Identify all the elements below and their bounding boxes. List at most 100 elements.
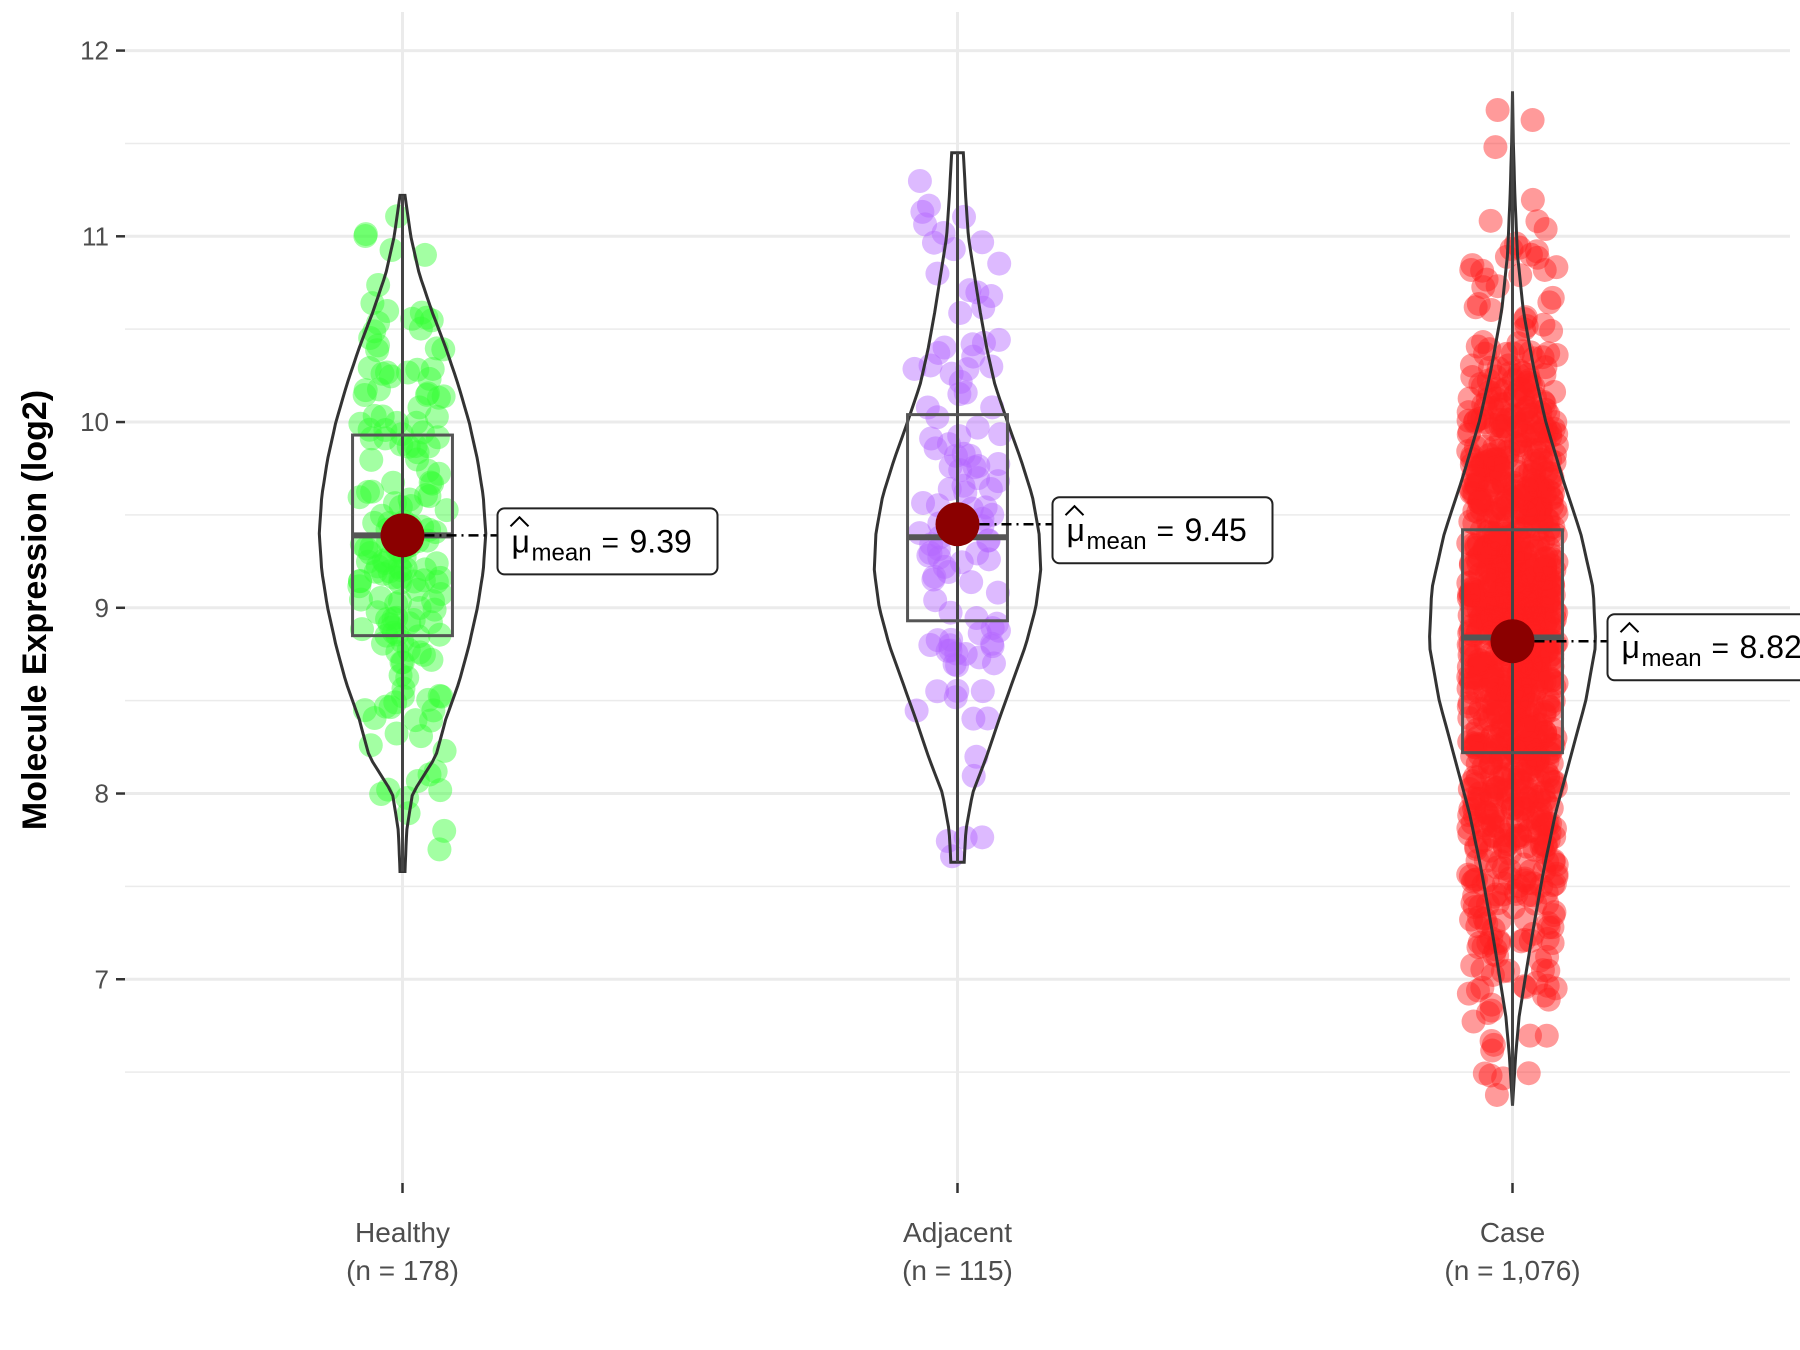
data-point — [984, 611, 1009, 636]
data-point — [1481, 917, 1506, 942]
data-point — [1511, 683, 1536, 708]
data-point — [1482, 521, 1507, 546]
data-point — [1513, 463, 1538, 488]
data-point — [1468, 606, 1493, 631]
data-point — [1518, 859, 1543, 884]
data-point — [1515, 501, 1540, 526]
data-point — [387, 555, 412, 580]
data-point — [1502, 383, 1527, 408]
data-point — [1515, 549, 1540, 574]
data-point — [1518, 583, 1543, 608]
hat-icon — [509, 515, 530, 528]
data-point — [1541, 609, 1566, 634]
data-point — [1534, 419, 1559, 444]
data-point — [1488, 596, 1513, 621]
data-point — [366, 377, 391, 402]
data-point — [348, 569, 373, 594]
data-point — [1485, 538, 1510, 563]
data-point — [1539, 616, 1564, 641]
data-point — [1530, 571, 1555, 596]
data-point — [1541, 473, 1566, 498]
data-point — [949, 550, 974, 575]
data-point — [1471, 330, 1496, 355]
data-point — [1529, 642, 1554, 667]
data-point — [1532, 482, 1557, 507]
data-point — [1531, 476, 1556, 501]
data-point — [1477, 540, 1502, 565]
data-point — [1534, 760, 1559, 785]
data-point — [931, 220, 956, 245]
data-point — [1513, 567, 1538, 592]
data-point — [1524, 656, 1549, 681]
data-point — [414, 483, 439, 508]
data-point — [1473, 678, 1498, 703]
data-point — [371, 548, 396, 573]
data-point — [357, 356, 382, 381]
data-point — [1533, 397, 1558, 422]
data-point — [1470, 451, 1495, 476]
data-point — [1525, 748, 1550, 773]
data-point — [1544, 861, 1569, 886]
mean-value: 9.39 — [630, 523, 692, 559]
data-point — [1504, 881, 1529, 906]
data-point — [1479, 784, 1504, 809]
group-healthy: μ mean = 9.39 — [317, 193, 719, 873]
data-point — [1533, 355, 1558, 380]
data-point — [1518, 603, 1543, 628]
data-point — [965, 415, 990, 440]
data-point — [1480, 604, 1505, 629]
data-point — [1487, 532, 1512, 557]
data-point — [1478, 447, 1503, 472]
data-point — [1474, 651, 1499, 676]
data-point — [1522, 742, 1547, 767]
violin-outline — [317, 193, 488, 873]
data-point — [1517, 731, 1542, 756]
data-point — [1532, 699, 1557, 724]
data-point — [1467, 905, 1492, 930]
data-point — [1485, 586, 1510, 611]
data-point — [964, 744, 989, 769]
data-point — [1513, 515, 1538, 540]
data-point — [1528, 477, 1553, 502]
data-point — [1496, 779, 1521, 804]
data-point — [1527, 787, 1552, 812]
data-point — [981, 651, 1006, 676]
data-point — [1541, 903, 1566, 928]
data-point — [1539, 574, 1564, 599]
data-point — [1514, 485, 1539, 510]
data-point — [417, 366, 442, 391]
data-point — [1508, 429, 1533, 454]
data-point — [1479, 298, 1504, 323]
data-point — [1467, 830, 1492, 855]
data-point — [1489, 732, 1514, 757]
data-point — [1483, 447, 1508, 472]
data-point — [1481, 454, 1506, 479]
data-point — [1479, 926, 1504, 951]
data-point — [1538, 419, 1563, 444]
data-point — [1525, 588, 1550, 613]
data-point — [1475, 801, 1500, 826]
data-point — [1481, 942, 1506, 967]
data-point — [1536, 341, 1561, 366]
data-point — [964, 606, 989, 631]
data-point — [1514, 381, 1539, 406]
data-point — [1460, 953, 1485, 978]
data-point — [1496, 786, 1521, 811]
data-point — [388, 565, 413, 590]
data-point — [1532, 362, 1557, 387]
data-point — [1485, 737, 1510, 762]
data-point — [1491, 871, 1516, 896]
data-point — [1487, 397, 1512, 422]
data-point — [348, 587, 373, 612]
data-point — [1488, 392, 1513, 417]
data-point — [966, 466, 991, 491]
data-point — [1514, 564, 1539, 589]
data-point — [1487, 513, 1512, 538]
data-point — [1464, 533, 1489, 558]
data-point — [1535, 891, 1560, 916]
data-point — [1520, 789, 1545, 814]
data-point — [1481, 478, 1506, 503]
mean-marker — [1490, 619, 1535, 664]
data-point — [1496, 570, 1521, 595]
